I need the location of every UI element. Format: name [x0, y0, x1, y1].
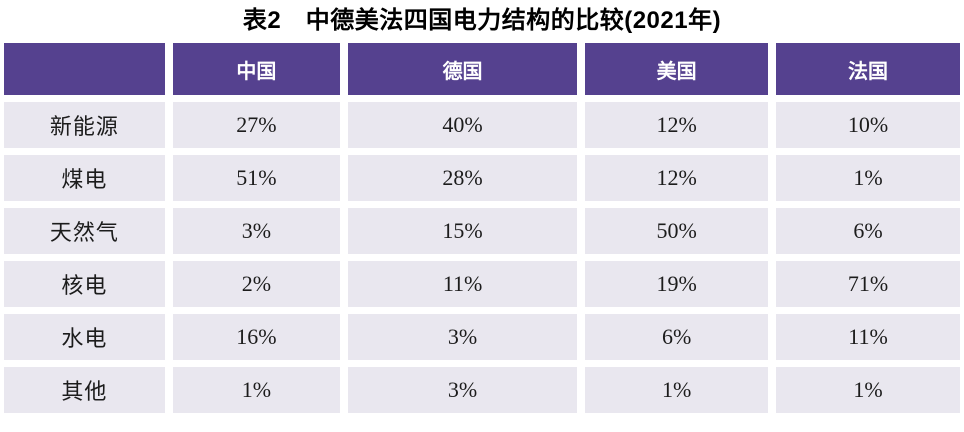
table-row-coal: 煤电 51% 28% 12% 1%: [4, 155, 960, 201]
value-cell: 15%: [348, 208, 578, 254]
row-label: 其他: [4, 367, 165, 413]
value-cell: 12%: [585, 155, 769, 201]
table-row-other: 其他 1% 3% 1% 1%: [4, 367, 960, 413]
value-cell: 6%: [585, 314, 769, 360]
table-row-natural-gas: 天然气 3% 15% 50% 6%: [4, 208, 960, 254]
table-row-nuclear: 核电 2% 11% 19% 71%: [4, 261, 960, 307]
row-label: 水电: [4, 314, 165, 360]
value-cell: 16%: [172, 314, 340, 360]
row-label: 天然气: [4, 208, 165, 254]
table-title: 表2 中德美法四国电力结构的比较(2021年): [242, 7, 722, 34]
table-row-hydro: 水电 16% 3% 6% 11%: [4, 314, 960, 360]
value-cell: 1%: [776, 155, 960, 201]
value-cell: 11%: [348, 261, 578, 307]
row-label: 煤电: [4, 155, 165, 201]
value-cell: 1%: [585, 367, 769, 413]
header-cell-china: 中国: [172, 43, 340, 95]
header-cell-germany: 德国: [348, 43, 578, 95]
value-cell: 3%: [348, 314, 578, 360]
value-cell: 50%: [585, 208, 769, 254]
value-cell: 3%: [348, 367, 578, 413]
value-cell: 1%: [776, 367, 960, 413]
value-cell: 12%: [585, 102, 769, 148]
value-cell: 10%: [776, 102, 960, 148]
value-cell: 71%: [776, 261, 960, 307]
value-cell: 6%: [776, 208, 960, 254]
value-cell: 40%: [348, 102, 578, 148]
value-cell: 28%: [348, 155, 578, 201]
row-label: 核电: [4, 261, 165, 307]
value-cell: 11%: [776, 314, 960, 360]
header-cell-blank: [4, 43, 165, 95]
header-row: 中国 德国 美国 法国: [4, 43, 960, 95]
value-cell: 3%: [172, 208, 340, 254]
value-cell: 2%: [172, 261, 340, 307]
power-structure-table: 中国 德国 美国 法国 新能源 27% 40% 12% 10% 煤电 51% 2…: [0, 36, 964, 420]
table-row-new-energy: 新能源 27% 40% 12% 10%: [4, 102, 960, 148]
header-cell-usa: 美国: [585, 43, 769, 95]
value-cell: 51%: [172, 155, 340, 201]
row-label: 新能源: [4, 102, 165, 148]
value-cell: 1%: [172, 367, 340, 413]
value-cell: 27%: [172, 102, 340, 148]
header-cell-france: 法国: [776, 43, 960, 95]
value-cell: 19%: [585, 261, 769, 307]
